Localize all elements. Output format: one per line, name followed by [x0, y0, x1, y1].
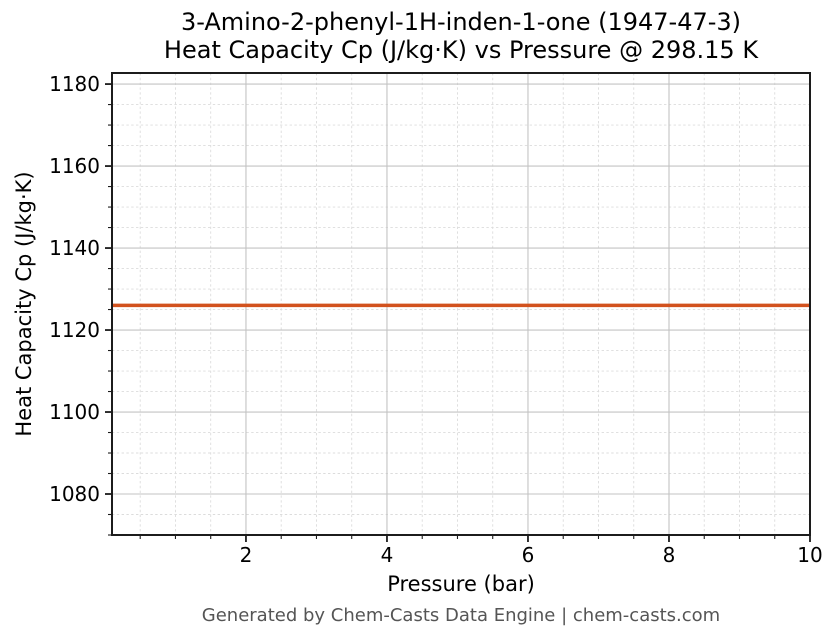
chart-title-line1: 3-Amino-2-phenyl-1H-inden-1-one (1947-47…: [180, 8, 742, 36]
y-tick-label: 1120: [49, 318, 100, 343]
x-tick-label: 8: [662, 543, 676, 567]
x-tick-label: 4: [380, 543, 394, 567]
plot-border: [111, 72, 811, 536]
y-tick-label: 1080: [49, 482, 100, 506]
x-tick-label: 6: [521, 543, 535, 567]
x-tick-label: 10: [797, 543, 823, 567]
footer-credit: Generated by Chem-Casts Data Engine | ch…: [201, 605, 721, 626]
x-axis-label: Pressure (bar): [387, 572, 535, 596]
x-tick-label: 2: [239, 543, 253, 567]
y-axis-label: Heat Capacity Cp (J/kg·K): [12, 171, 36, 437]
y-tick-label: 1180: [49, 72, 100, 97]
y-tick-label: 1100: [49, 400, 100, 425]
y-tick-label: 1160: [49, 154, 100, 179]
chart-title-line2: Heat Capacity Cp (J/kg·K) vs Pressure @ …: [163, 36, 759, 64]
chart-title: 3-Amino-2-phenyl-1H-inden-1-one (1947-47…: [112, 8, 810, 64]
y-tick-label: 1140: [49, 236, 100, 261]
